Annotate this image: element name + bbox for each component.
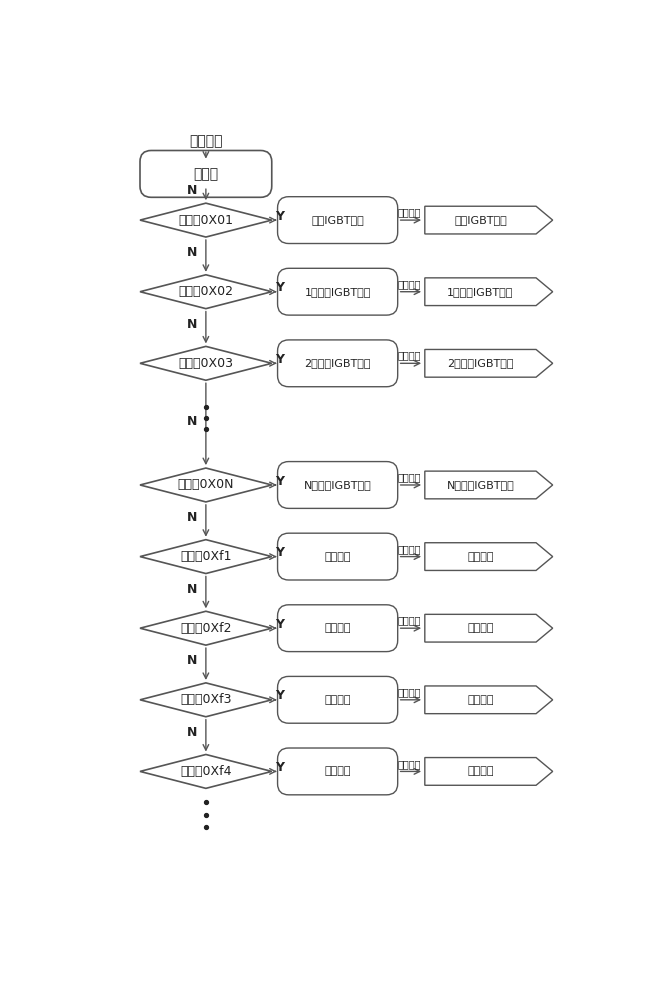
Polygon shape (140, 275, 272, 309)
Text: 液晶显示: 液晶显示 (397, 615, 421, 626)
Text: N: N (187, 654, 197, 667)
Text: 是否为0X01: 是否为0X01 (178, 214, 233, 227)
Text: Y: Y (275, 281, 284, 294)
Text: 过压保护: 过压保护 (467, 623, 494, 633)
Polygon shape (140, 468, 272, 502)
Polygon shape (425, 349, 553, 377)
FancyBboxPatch shape (278, 462, 398, 508)
Text: 缺相保护: 缺相保护 (467, 695, 494, 705)
Text: 过压保护: 过压保护 (324, 623, 351, 633)
Text: N: N (187, 726, 197, 739)
Text: 液晶显示: 液晶显示 (397, 687, 421, 697)
Polygon shape (425, 206, 553, 234)
Text: 液晶显示: 液晶显示 (397, 279, 421, 289)
Text: 过流保护: 过流保护 (467, 552, 494, 562)
Polygon shape (425, 614, 553, 642)
Text: 缺相保护: 缺相保护 (324, 695, 351, 705)
Text: Y: Y (275, 475, 284, 488)
FancyBboxPatch shape (278, 748, 398, 795)
Text: 是否为0X03: 是否为0X03 (178, 357, 233, 370)
Text: N号从机IGBT保护: N号从机IGBT保护 (304, 480, 371, 490)
Text: 主机IGBT保护: 主机IGBT保护 (311, 215, 364, 225)
Text: 过流保护: 过流保护 (324, 552, 351, 562)
Text: 液晶显示: 液晶显示 (397, 472, 421, 482)
FancyBboxPatch shape (278, 197, 398, 244)
Text: 是否为0Xf2: 是否为0Xf2 (180, 622, 232, 635)
Text: 液晶显示: 液晶显示 (397, 207, 421, 217)
Polygon shape (425, 758, 553, 785)
Text: 液晶显示: 液晶显示 (397, 544, 421, 554)
Polygon shape (140, 540, 272, 574)
Text: 是否为0X0N: 是否为0X0N (178, 478, 234, 491)
FancyBboxPatch shape (278, 605, 398, 652)
Polygon shape (425, 543, 553, 570)
Polygon shape (140, 611, 272, 645)
FancyBboxPatch shape (140, 150, 272, 197)
Text: 是否为0X02: 是否为0X02 (178, 285, 233, 298)
Text: 放电保护: 放电保护 (467, 766, 494, 776)
Text: Y: Y (275, 353, 284, 366)
Text: 中断信号: 中断信号 (189, 135, 223, 149)
Polygon shape (140, 203, 272, 237)
Text: Y: Y (275, 761, 284, 774)
Text: 是否为0Xf3: 是否为0Xf3 (180, 693, 232, 706)
Text: 保护字: 保护字 (193, 167, 218, 181)
Polygon shape (425, 278, 553, 306)
FancyBboxPatch shape (278, 676, 398, 723)
FancyBboxPatch shape (278, 340, 398, 387)
Polygon shape (140, 754, 272, 788)
Text: 是否为0Xf4: 是否为0Xf4 (180, 765, 232, 778)
Text: 1号从机IGBT保护: 1号从机IGBT保护 (447, 287, 514, 297)
Text: 液晶显示: 液晶显示 (397, 351, 421, 361)
Text: Y: Y (275, 618, 284, 631)
Text: 2号从机IGBT保护: 2号从机IGBT保护 (305, 358, 371, 368)
Text: N: N (187, 511, 197, 524)
Text: 是否为0Xf1: 是否为0Xf1 (180, 550, 232, 563)
Text: Y: Y (275, 546, 284, 559)
Polygon shape (140, 683, 272, 717)
Text: 1号从机IGBT保护: 1号从机IGBT保护 (305, 287, 371, 297)
Text: 放电保护: 放电保护 (324, 766, 351, 776)
Polygon shape (425, 471, 553, 499)
FancyBboxPatch shape (278, 268, 398, 315)
Text: N号从机IGBT保护: N号从机IGBT保护 (447, 480, 514, 490)
Text: N: N (187, 583, 197, 596)
Text: Y: Y (275, 210, 284, 223)
FancyBboxPatch shape (278, 533, 398, 580)
Text: N: N (187, 318, 197, 331)
Text: N: N (187, 184, 197, 197)
Polygon shape (140, 346, 272, 380)
Text: N: N (187, 415, 197, 428)
Text: 2号从机IGBT保护: 2号从机IGBT保护 (447, 358, 514, 368)
Text: Y: Y (275, 689, 284, 702)
Text: 液晶显示: 液晶显示 (397, 759, 421, 769)
Text: 主机IGBT保护: 主机IGBT保护 (454, 215, 507, 225)
Polygon shape (425, 686, 553, 714)
Text: N: N (187, 246, 197, 259)
